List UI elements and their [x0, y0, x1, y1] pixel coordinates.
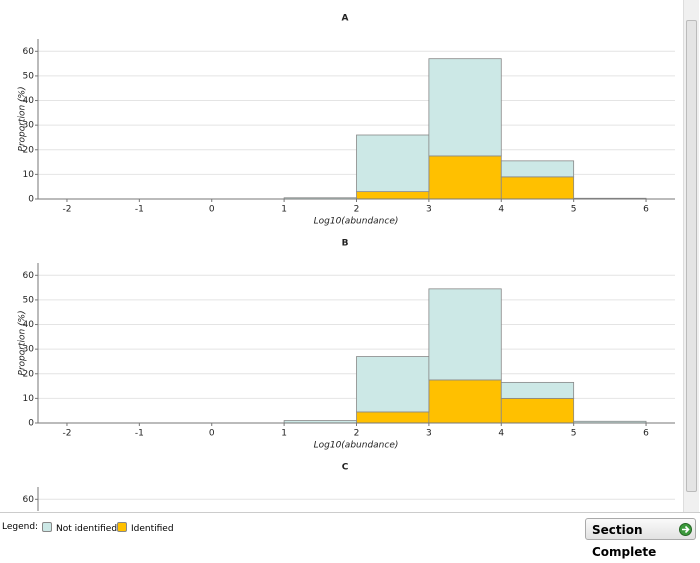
chart-title: C [342, 463, 349, 473]
y-tick-label: 20 [23, 145, 35, 155]
x-tick-label: 0 [209, 205, 215, 215]
x-tick-label: 2 [354, 429, 360, 439]
y-tick-label: 60 [23, 271, 35, 281]
y-tick-label: 20 [23, 369, 35, 379]
x-tick-label: 2 [354, 205, 360, 215]
y-tick-label: 60 [23, 47, 35, 57]
chart-title: A [342, 14, 349, 24]
y-axis-label: Proportion (%) [18, 86, 28, 151]
y-tick-label: 10 [23, 170, 35, 180]
x-tick-label: -2 [62, 205, 71, 215]
y-tick-label: 30 [23, 121, 35, 131]
histogram-bar [356, 411, 430, 424]
x-tick-label: 5 [571, 429, 577, 439]
histogram-bar [500, 176, 575, 200]
y-tick-label: 50 [23, 71, 35, 81]
scroll-thumb[interactable] [686, 20, 697, 492]
y-tick-label: 0 [28, 195, 34, 205]
legend-swatch [42, 522, 52, 532]
y-axis-label: Proportion (%) [18, 310, 28, 375]
arrow-icon [679, 523, 692, 536]
histogram-bar [428, 155, 502, 200]
y-tick-label: 40 [23, 320, 35, 330]
histogram-bar [428, 379, 502, 424]
x-tick-label: 4 [498, 205, 504, 215]
legend-text: Identified [131, 524, 174, 534]
y-tick-label: 40 [23, 96, 35, 106]
footer: Legend: Not identified Identified Sectio… [0, 512, 700, 559]
legend-label: Legend: [2, 522, 39, 532]
histogram-bar [356, 134, 430, 193]
histogram-bar [428, 58, 502, 157]
histogram-bar [500, 381, 575, 399]
y-tick-label: 60 [23, 495, 35, 505]
x-tick-label: 1 [281, 429, 287, 439]
x-tick-label: 0 [209, 429, 215, 439]
y-tick-label: 50 [23, 295, 35, 305]
x-tick-label: -1 [135, 205, 144, 215]
x-tick-label: 1 [281, 205, 287, 215]
y-tick-label: 30 [23, 345, 35, 355]
x-tick-label: 5 [571, 205, 577, 215]
y-tick-label: 10 [23, 394, 35, 404]
legend-item: Identified [117, 522, 174, 534]
section-complete-button[interactable]: Section Complete [585, 518, 696, 559]
histogram-bar [500, 397, 575, 424]
chart-title: B [342, 239, 349, 249]
x-tick-label: -1 [135, 429, 144, 439]
x-tick-label: 3 [426, 205, 432, 215]
x-axis-label: Log10(abundance) [314, 217, 399, 227]
histogram-bar [428, 288, 502, 381]
x-tick-label: 6 [643, 205, 649, 215]
legend-swatch [117, 522, 127, 532]
x-tick-label: 3 [426, 429, 432, 439]
legend-text: Not identified [56, 524, 118, 534]
x-tick-label: -2 [62, 429, 71, 439]
histogram-bar [356, 356, 430, 413]
legend-item: Not identified [42, 522, 117, 534]
histogram-bar [356, 191, 430, 200]
x-tick-label: 4 [498, 429, 504, 439]
y-tick-label: 0 [28, 419, 34, 429]
x-tick-label: 6 [643, 429, 649, 439]
scrollbar[interactable] [683, 0, 699, 512]
button-label: Section Complete [592, 523, 657, 559]
histogram-bar [500, 160, 575, 178]
x-axis-label: Log10(abundance) [314, 441, 399, 451]
